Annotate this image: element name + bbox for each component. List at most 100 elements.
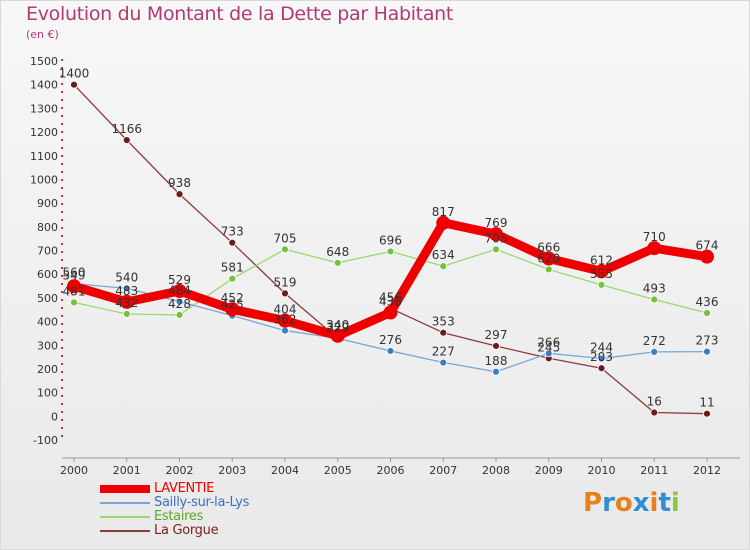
x-tick-label: 2006 xyxy=(377,464,405,477)
data-label: 11 xyxy=(699,396,714,410)
proxiti-logo: Proxiti xyxy=(583,488,680,518)
data-label: 540 xyxy=(115,270,138,284)
data-point xyxy=(439,262,448,271)
data-label: 705 xyxy=(274,231,297,245)
data-point xyxy=(489,227,503,242)
logo-letter: r xyxy=(602,488,615,518)
data-point xyxy=(492,342,500,350)
data-label: 329 xyxy=(326,320,349,334)
x-tick-label: 2005 xyxy=(324,464,352,477)
legend-item: Sailly-sur-la-Lys xyxy=(100,495,360,510)
data-label: 666 xyxy=(537,241,560,255)
data-point xyxy=(492,367,500,376)
data-point xyxy=(175,297,184,306)
data-label: 297 xyxy=(485,328,508,342)
data-point xyxy=(439,358,448,367)
legend-item: LAVENTIE xyxy=(100,481,360,496)
data-label: 188 xyxy=(485,354,508,368)
data-point xyxy=(703,309,711,317)
x-tick-label: 2001 xyxy=(113,464,141,477)
y-tick-label: 100 xyxy=(37,387,58,400)
data-label: 244 xyxy=(590,341,613,355)
data-point xyxy=(119,294,134,309)
data-point xyxy=(70,80,78,89)
logo-letter: x xyxy=(632,488,650,518)
data-point xyxy=(281,289,289,298)
y-tick-label: 1300 xyxy=(30,102,58,115)
legend-item: Estaires xyxy=(100,509,360,524)
x-tick-label: 2003 xyxy=(218,464,246,477)
data-point xyxy=(122,136,131,145)
data-point xyxy=(650,408,659,417)
y-tick-label: 800 xyxy=(37,221,58,234)
y-tick-label: 1000 xyxy=(30,173,58,186)
data-label: 340 xyxy=(326,318,349,332)
y-tick-label: -100 xyxy=(33,434,58,447)
y-tick-label: 1100 xyxy=(30,150,58,163)
data-point xyxy=(122,310,131,318)
data-label: 529 xyxy=(168,273,191,287)
data-label: 938 xyxy=(168,176,191,190)
data-point xyxy=(541,251,556,266)
x-tick-label: 2000 xyxy=(60,464,88,477)
logo-letter: i xyxy=(670,488,680,518)
data-label: 456 xyxy=(379,290,402,304)
legend-label: La Gorgue xyxy=(154,523,219,538)
data-label: 273 xyxy=(696,334,719,348)
data-label: 481 xyxy=(63,284,86,298)
data-label: 620 xyxy=(537,251,560,265)
legend-swatch xyxy=(100,502,150,504)
unit-label: (en €) xyxy=(26,28,59,41)
y-tick-label: 200 xyxy=(37,363,58,376)
data-label: 483 xyxy=(115,284,138,298)
data-point xyxy=(703,347,711,356)
data-label: 769 xyxy=(485,216,508,230)
chart-title: Evolution du Montant de la Dette par Hab… xyxy=(26,3,454,25)
data-point xyxy=(544,349,553,358)
data-point xyxy=(122,284,131,293)
data-point xyxy=(597,354,606,363)
y-tick-label: 0 xyxy=(51,410,58,423)
legend-label: Sailly-sur-la-Lys xyxy=(154,495,250,510)
data-point xyxy=(228,274,237,283)
data-point xyxy=(225,302,240,317)
x-tick-label: 2008 xyxy=(482,464,510,477)
x-tick-label: 2009 xyxy=(535,464,563,477)
data-label: 612 xyxy=(590,253,613,267)
data-label: 272 xyxy=(643,334,666,348)
data-point xyxy=(386,347,395,355)
x-tick-label: 2002 xyxy=(166,464,194,477)
x-tick-label: 2012 xyxy=(693,464,721,477)
data-label: 1166 xyxy=(111,122,142,136)
data-label: 560 xyxy=(63,266,86,280)
y-tick-label: 600 xyxy=(37,268,58,281)
legend-label: Estaires xyxy=(154,509,204,524)
data-point xyxy=(281,245,289,254)
y-tick-label: 400 xyxy=(37,316,58,329)
legend-item: La Gorgue xyxy=(100,523,360,538)
x-tick-label: 2011 xyxy=(640,464,668,477)
data-label: 452 xyxy=(221,291,244,305)
x-tick-label: 2004 xyxy=(271,464,299,477)
data-point xyxy=(439,328,448,337)
data-point xyxy=(281,326,289,335)
data-label: 438 xyxy=(379,295,402,309)
y-tick-label: 900 xyxy=(37,197,58,210)
y-tick-label: 700 xyxy=(37,245,58,258)
data-point xyxy=(492,245,500,254)
data-point xyxy=(70,298,78,307)
data-point xyxy=(597,280,606,289)
data-label: 817 xyxy=(432,205,455,219)
x-tick-label: 2007 xyxy=(429,464,457,477)
data-point xyxy=(175,190,184,199)
data-label: 581 xyxy=(221,261,244,275)
data-point xyxy=(228,238,237,247)
data-label: 705 xyxy=(485,231,508,245)
legend-label: LAVENTIE xyxy=(154,481,215,496)
data-point xyxy=(650,347,659,356)
data-point xyxy=(597,364,606,373)
data-label: 648 xyxy=(326,245,349,259)
legend: LAVENTIE Sailly-sur-la-Lys Estaires La Gorg… xyxy=(100,481,360,538)
